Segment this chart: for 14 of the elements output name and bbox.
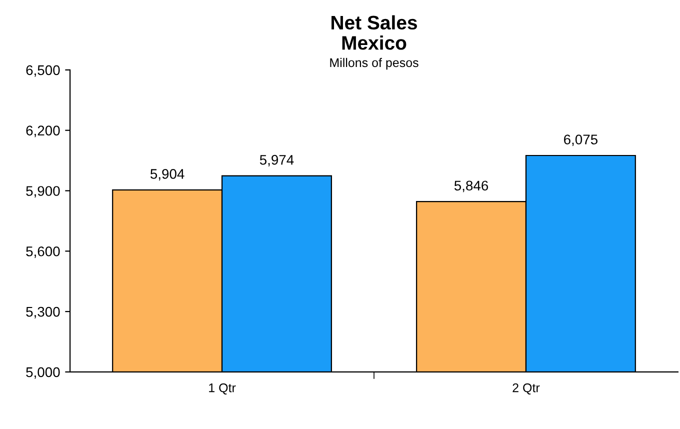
text: 5,846 bbox=[454, 180, 488, 192]
text: 6,075 bbox=[564, 134, 598, 146]
y-tick-label: 6,500 bbox=[26, 65, 60, 77]
y-tick-label: 6,200 bbox=[26, 126, 60, 138]
text: 5,904 bbox=[150, 169, 184, 180]
y-tick-label: 5,000 bbox=[26, 367, 60, 379]
y-tick-label: 5,300 bbox=[26, 306, 60, 318]
y-tick-label: 5,900 bbox=[26, 186, 60, 198]
chart-title: Net Sales Mexico bbox=[332, 15, 417, 50]
text: 5,974 bbox=[260, 154, 294, 166]
chart-subtitle: Millons of pesos bbox=[330, 58, 418, 70]
x-tick-label: 1 Qtr bbox=[209, 383, 236, 394]
y-tick-label: 5,600 bbox=[26, 246, 60, 258]
x-tick-label: 2 Qtr bbox=[512, 383, 540, 394]
